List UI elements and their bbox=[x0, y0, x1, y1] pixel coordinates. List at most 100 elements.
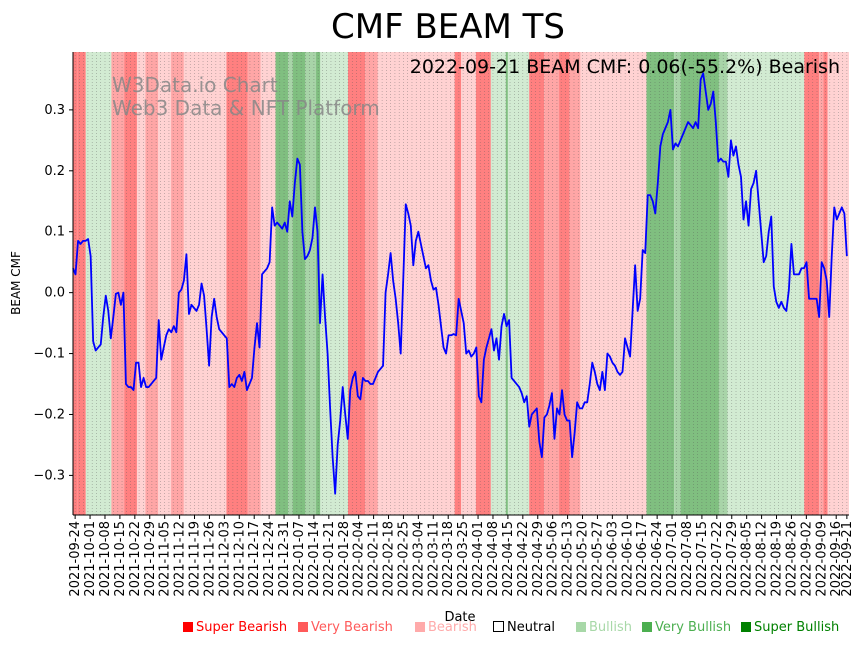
axes bbox=[72, 52, 849, 516]
legend-item-super-bearish: Super Bearish bbox=[183, 620, 287, 635]
regime-band-very-bullish bbox=[674, 52, 681, 515]
watermark-line-2: Web3 Data & NFT Platform bbox=[112, 96, 380, 120]
y-tick-label: 0.3 bbox=[44, 103, 65, 118]
x-tick-label: 2021-11-19 bbox=[188, 521, 203, 597]
x-tick-label: 2022-07-01 bbox=[665, 521, 680, 597]
x-tick-label: 2022-04-15 bbox=[501, 521, 516, 597]
cmf-series bbox=[72, 72, 848, 495]
y-tick-label: 0.0 bbox=[44, 286, 65, 301]
legend-label: Very Bearish bbox=[311, 620, 393, 635]
regime-band-super-bearish bbox=[454, 52, 461, 515]
regime-band-super-bullish bbox=[680, 52, 719, 515]
legend-label: Bullish bbox=[589, 620, 633, 635]
x-tick-label: 2022-04-22 bbox=[516, 521, 531, 597]
legend-label: Very Bullish bbox=[655, 620, 732, 635]
x-tick-label: 2021-11-26 bbox=[202, 521, 217, 597]
legend-item-very-bullish: Very Bullish bbox=[642, 620, 731, 635]
legend-item-bullish: Bullish bbox=[576, 620, 632, 635]
regime-band-very-bearish bbox=[365, 52, 378, 515]
x-tick-label: 2022-05-20 bbox=[576, 521, 591, 597]
x-tick-label: 2022-03-18 bbox=[441, 521, 456, 597]
legend-item-super-bullish: Super Bullish bbox=[741, 620, 839, 635]
legend-label: Neutral bbox=[507, 620, 555, 635]
watermark: W3Data.io Chart Web3 Data & NFT Platform bbox=[112, 73, 380, 120]
regime-band-bullish bbox=[320, 52, 349, 515]
x-axis-label: Date bbox=[444, 610, 475, 625]
x-tick-label: 2022-06-10 bbox=[620, 521, 635, 597]
x-tick-label: 2021-12-17 bbox=[247, 521, 262, 597]
x-tick-label: 2022-05-27 bbox=[590, 521, 605, 597]
x-tick-label: 2021-10-22 bbox=[128, 521, 143, 597]
regime-band-bullish bbox=[490, 52, 506, 515]
x-tick-label: 2021-10-15 bbox=[113, 521, 128, 597]
x-tick-label: 2022-04-29 bbox=[531, 521, 546, 597]
legend-swatch bbox=[576, 622, 586, 632]
x-tick-label: 2021-11-12 bbox=[173, 521, 188, 597]
x-tick-label: 2021-12-10 bbox=[232, 521, 247, 597]
latest-value-annotation: 2022-09-21 BEAM CMF: 0.06(-55.2%) Bearis… bbox=[410, 56, 840, 78]
regime-band-bearish bbox=[183, 52, 227, 515]
x-tick-label: 2021-12-31 bbox=[277, 521, 292, 597]
legend-label: Super Bullish bbox=[754, 620, 840, 635]
x-tick-label: 2022-07-15 bbox=[695, 521, 710, 597]
legend-item-neutral: Neutral bbox=[493, 620, 555, 635]
x-tick-label: 2022-08-12 bbox=[755, 521, 770, 597]
legend-swatch bbox=[741, 622, 751, 632]
x-tick-label: 2021-10-01 bbox=[83, 521, 98, 597]
legend-swatch bbox=[415, 622, 425, 632]
legend-label: Super Bearish bbox=[196, 620, 288, 635]
regime-band-bearish bbox=[838, 52, 849, 515]
vertical-gridlines bbox=[74, 52, 848, 515]
x-tick-label: 2022-07-29 bbox=[725, 521, 740, 597]
regime-band-bearish bbox=[461, 52, 476, 515]
regime-band-super-bullish bbox=[275, 52, 289, 515]
regime-band-bearish bbox=[827, 52, 839, 515]
x-tick-label: 2022-01-28 bbox=[337, 521, 352, 597]
regime-band-very-bearish bbox=[544, 52, 560, 515]
x-tick-label: 2022-02-04 bbox=[352, 521, 367, 597]
regime-band-bearish bbox=[260, 52, 276, 515]
x-tick-label: 2022-04-01 bbox=[471, 521, 486, 597]
x-tick-label: 2022-09-02 bbox=[799, 521, 814, 597]
x-tick-label: 2022-06-17 bbox=[635, 521, 650, 597]
x-tick-label: 2021-12-03 bbox=[217, 521, 232, 597]
legend-label: Bearish bbox=[428, 620, 477, 635]
regime-band-super-bullish bbox=[505, 52, 508, 515]
legend-item-bearish: Bearish bbox=[415, 620, 477, 635]
y-axis-ticks: 0.3 0.2 0.1 0.0 −0.1 −0.2 −0.3 bbox=[33, 103, 73, 483]
regime-band-very-bullish bbox=[288, 52, 293, 515]
x-tick-label: 2022-07-22 bbox=[710, 521, 725, 597]
legend-swatch bbox=[642, 622, 652, 632]
x-tick-label: 2022-08-19 bbox=[770, 521, 785, 597]
x-tick-label: 2022-08-05 bbox=[740, 521, 755, 597]
x-tick-label: 2022-07-08 bbox=[680, 521, 695, 597]
x-tick-label: 2021-10-08 bbox=[98, 521, 113, 597]
regime-bands bbox=[73, 52, 849, 515]
x-tick-label: 2022-01-21 bbox=[322, 521, 337, 597]
x-tick-label: 2021-09-24 bbox=[68, 521, 83, 597]
x-tick-label: 2022-06-03 bbox=[605, 521, 620, 597]
legend-swatch bbox=[298, 622, 308, 632]
regime-band-super-bearish bbox=[77, 52, 86, 515]
x-tick-label: 2022-01-14 bbox=[307, 521, 322, 597]
regime-band-bullish bbox=[85, 52, 112, 515]
x-tick-label: 2022-03-11 bbox=[426, 521, 441, 597]
y-tick-label: −0.1 bbox=[33, 347, 65, 362]
x-tick-label: 2022-09-16 bbox=[829, 521, 844, 597]
x-tick-label: 2022-08-26 bbox=[784, 521, 799, 597]
legend-swatch bbox=[493, 621, 504, 632]
y-axis-label: BEAM CMF bbox=[9, 251, 23, 315]
x-axis-ticks: 2021-09-24 2021-10-01 2021-10-08 2021-10-15… bbox=[68, 515, 855, 597]
x-tick-label: 2022-02-25 bbox=[396, 521, 411, 597]
y-tick-label: −0.2 bbox=[33, 407, 65, 422]
y-tick-label: 0.1 bbox=[44, 225, 65, 240]
x-tick-label: 2022-05-13 bbox=[561, 521, 576, 597]
legend-item-very-bearish: Very Bearish bbox=[298, 620, 393, 635]
x-tick-label: 2021-11-05 bbox=[158, 521, 173, 597]
y-tick-label: 0.2 bbox=[44, 164, 65, 179]
x-tick-label: 2022-06-24 bbox=[650, 521, 665, 597]
x-tick-label: 2021-10-29 bbox=[143, 521, 158, 597]
x-tick-label: 2022-03-25 bbox=[456, 521, 471, 597]
cmf-line bbox=[72, 72, 848, 495]
x-tick-label: 2022-05-06 bbox=[546, 521, 561, 597]
